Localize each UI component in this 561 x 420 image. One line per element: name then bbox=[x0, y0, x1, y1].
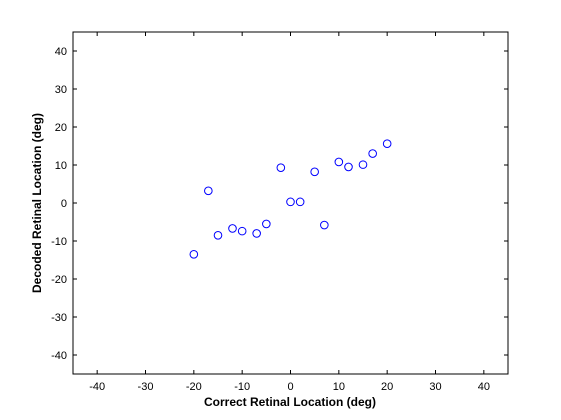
y-tick-label: -20 bbox=[51, 274, 67, 286]
data-point bbox=[286, 197, 295, 207]
data-point bbox=[213, 231, 223, 240]
x-tick-label: 20 bbox=[381, 381, 393, 393]
data-point bbox=[262, 219, 271, 229]
x-tick-label: -30 bbox=[138, 381, 154, 393]
data-points bbox=[189, 139, 392, 259]
y-tick-label: 10 bbox=[55, 160, 67, 172]
x-tick-label: 0 bbox=[287, 381, 293, 393]
data-point bbox=[310, 167, 319, 177]
data-point bbox=[344, 162, 353, 172]
data-point bbox=[334, 157, 344, 167]
axis-ticks bbox=[73, 32, 508, 374]
data-point bbox=[252, 229, 261, 238]
y-tick-labels: -40 -30 -20 -10 0 10 20 30 40 bbox=[51, 46, 67, 362]
data-point bbox=[204, 186, 213, 196]
x-tick-label: 10 bbox=[333, 381, 345, 393]
y-tick-label: -10 bbox=[51, 236, 67, 248]
x-tick-label: 30 bbox=[429, 381, 441, 393]
y-tick-label: -40 bbox=[51, 350, 67, 362]
x-axis-label: Correct Retinal Location (deg) bbox=[204, 395, 376, 409]
data-point bbox=[320, 220, 329, 230]
x-tick-labels: -40 -30 -20 -10 0 10 20 30 40 bbox=[89, 381, 490, 393]
x-tick-label: 40 bbox=[478, 381, 490, 393]
data-point bbox=[368, 149, 377, 158]
data-point bbox=[237, 226, 247, 236]
data-point bbox=[295, 197, 305, 207]
data-point bbox=[189, 250, 199, 259]
y-axis-label: Decoded Retinal Location (deg) bbox=[30, 113, 44, 293]
y-tick-label: 40 bbox=[55, 46, 67, 58]
data-point bbox=[358, 160, 368, 169]
data-point bbox=[382, 139, 392, 149]
x-tick-label: -20 bbox=[186, 381, 202, 393]
data-point bbox=[228, 224, 237, 233]
y-tick-label: -30 bbox=[51, 312, 67, 324]
y-tick-label: 20 bbox=[55, 122, 67, 134]
data-point bbox=[276, 163, 286, 172]
plot-area bbox=[72, 31, 509, 375]
x-tick-label: -10 bbox=[234, 381, 250, 393]
y-tick-label: 0 bbox=[61, 198, 67, 210]
y-tick-label: 30 bbox=[55, 84, 67, 96]
x-tick-label: -40 bbox=[89, 381, 105, 393]
